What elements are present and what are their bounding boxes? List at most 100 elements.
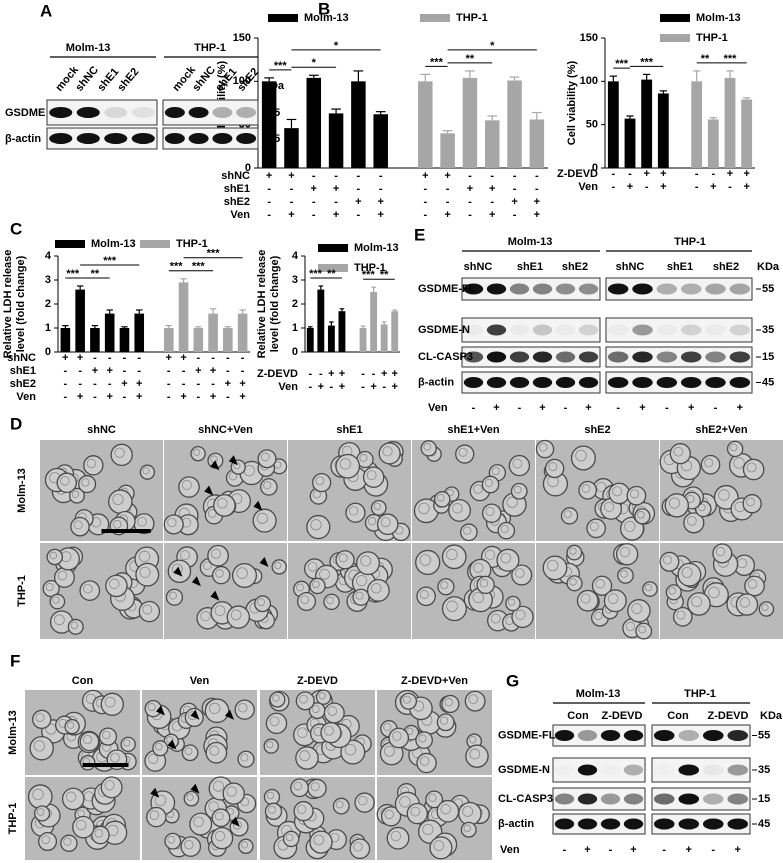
cell-texture	[310, 782, 320, 792]
cell	[205, 741, 228, 764]
cell-texture	[402, 695, 411, 704]
blot-band	[678, 764, 700, 776]
blot-band	[555, 377, 576, 388]
cell-texture	[473, 484, 483, 494]
cell	[226, 605, 251, 629]
legend-label: Molm-13	[354, 242, 399, 254]
cell-texture	[581, 484, 591, 493]
cell	[61, 787, 85, 811]
cell	[238, 838, 254, 854]
cell	[758, 601, 775, 617]
condition-mark: -	[123, 391, 127, 403]
cell	[53, 567, 75, 588]
condition-mark: +	[339, 368, 345, 380]
cell-texture	[446, 600, 458, 613]
cell-texture	[230, 609, 242, 621]
cell	[677, 562, 702, 587]
cell	[455, 444, 475, 464]
cell	[420, 440, 437, 457]
condition-mark: +	[355, 196, 361, 208]
condition-mark: +	[370, 381, 376, 393]
cell-texture	[167, 835, 176, 844]
cell	[100, 776, 123, 799]
bar	[237, 313, 248, 352]
legend-label: Molm-13	[696, 12, 741, 24]
legend-label: THP-1	[354, 262, 386, 274]
blot-band	[578, 351, 599, 363]
cell	[459, 523, 478, 542]
cell-texture	[327, 706, 338, 716]
cell	[269, 691, 286, 708]
cell	[700, 454, 721, 475]
blot-band	[600, 793, 621, 805]
bar	[641, 79, 653, 168]
legend-swatch	[55, 240, 85, 248]
cell	[627, 599, 651, 623]
panel-letter: G	[506, 671, 519, 690]
legend-swatch	[268, 14, 298, 22]
blot-band	[607, 351, 629, 363]
cell-texture	[747, 579, 758, 589]
cell	[79, 580, 101, 601]
blot-band	[678, 730, 700, 741]
y-tick-label: 0	[45, 346, 51, 358]
bar	[60, 328, 71, 352]
cell-texture	[112, 519, 122, 529]
bar	[380, 324, 388, 352]
y-tick-label: 150	[580, 32, 598, 44]
column-header: shNC	[87, 424, 116, 436]
condition-mark: +	[62, 352, 68, 364]
blot-band	[680, 283, 702, 295]
cell-texture	[462, 805, 474, 817]
cell-texture	[200, 610, 211, 622]
blot-band	[654, 765, 675, 776]
cell	[306, 514, 331, 540]
arrowhead	[190, 783, 200, 794]
treatment-mark: -	[665, 402, 669, 414]
cell-texture	[209, 745, 220, 756]
condition-mark: +	[444, 209, 450, 221]
bar	[134, 313, 145, 352]
bar	[328, 113, 344, 168]
blot-band	[727, 818, 749, 830]
micrograph	[260, 689, 375, 775]
significance-label: ***	[640, 56, 654, 68]
cell	[378, 442, 401, 465]
row-label: GSDME-FL	[418, 283, 476, 295]
cell-texture	[506, 496, 518, 508]
cell-texture	[484, 549, 496, 560]
cell	[190, 445, 206, 462]
bar	[351, 81, 366, 168]
legend-swatch	[318, 264, 348, 272]
condition-label: Ven	[230, 209, 250, 221]
cell-texture	[203, 561, 212, 571]
blot-band	[656, 351, 678, 363]
blot-band	[705, 377, 726, 388]
cell	[370, 499, 387, 516]
cell	[505, 595, 521, 612]
condition-mark: -	[513, 209, 517, 221]
blot-band	[463, 324, 484, 336]
cell-texture	[67, 721, 75, 729]
condition-mark: +	[627, 181, 633, 193]
significance-label: ***	[192, 261, 206, 273]
cell	[263, 788, 281, 806]
cell	[560, 507, 579, 525]
condition-mark: -	[167, 365, 171, 377]
y-tick-label: 2	[45, 298, 51, 310]
marker-label: 45	[762, 376, 774, 388]
cell-texture	[513, 485, 522, 494]
cell-texture	[214, 811, 224, 821]
cell-texture	[546, 559, 559, 572]
cell-texture	[324, 725, 334, 736]
condition-mark: +	[444, 170, 450, 182]
cell-texture	[81, 478, 90, 487]
row-label: THP-1	[7, 803, 19, 835]
blot-band	[607, 377, 629, 388]
cell	[165, 588, 184, 606]
cell	[566, 544, 583, 561]
legend-swatch	[318, 244, 348, 252]
blot-band	[705, 324, 726, 336]
condition-mark: -	[611, 168, 615, 180]
condition-mark: -	[357, 170, 361, 182]
